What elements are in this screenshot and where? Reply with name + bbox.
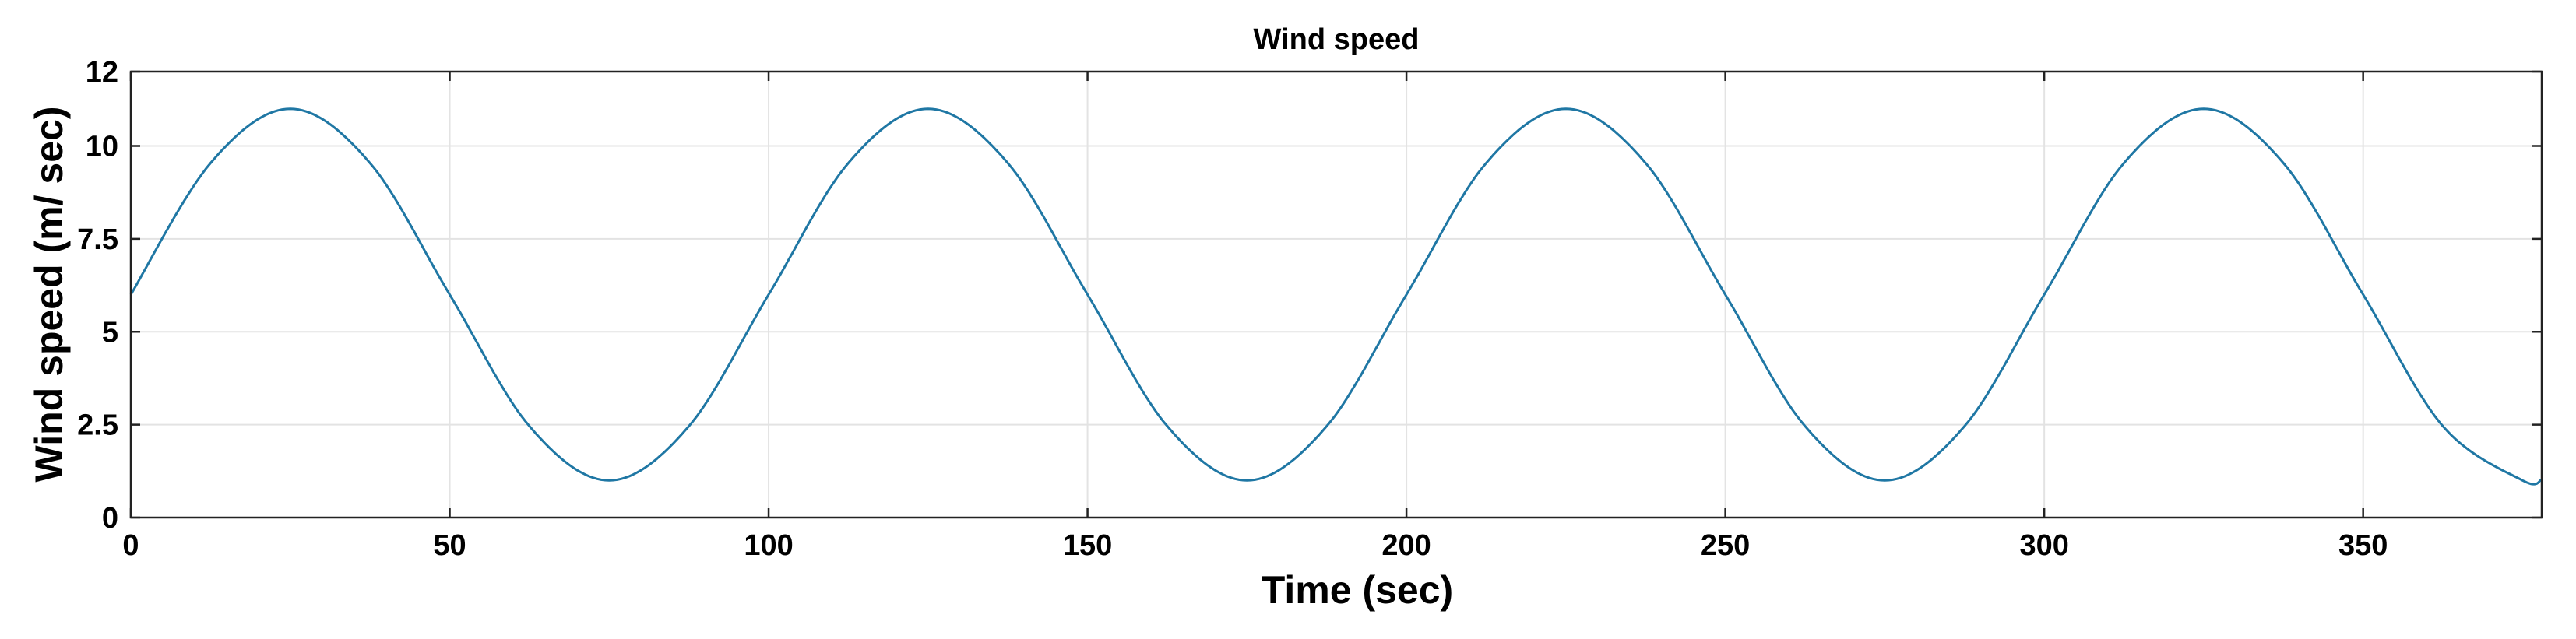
y-tick-label: 7.5 (77, 223, 118, 256)
y-tick-label: 10 (86, 131, 118, 163)
x-tick-label: 300 (2019, 529, 2068, 562)
x-tick-label: 150 (1063, 529, 1112, 562)
ticks: 0 50 100 150 200 250 300 350 0 2.5 5 7.5 10 12 (77, 56, 2542, 562)
y-tick-label: 5 (102, 316, 118, 349)
series-line-wind-speed (129, 107, 2543, 486)
x-tick-label: 350 (2338, 529, 2388, 562)
x-axis-label: Time (sec) (1262, 568, 1453, 612)
x-tick-label: 200 (1381, 529, 1431, 562)
series-layer (129, 107, 2543, 486)
x-tick-label: 0 (122, 529, 139, 562)
x-tick-label: 50 (433, 529, 466, 562)
plot-background (131, 72, 2542, 518)
y-tick-label: 12 (86, 56, 118, 89)
plot-frame (129, 70, 2543, 519)
y-axis-label: Wind speed (m/ sec) (27, 107, 71, 483)
y-tick-label: 2.5 (77, 409, 118, 442)
chart-title: Wind speed (1254, 23, 1420, 56)
x-tick-label: 250 (1701, 529, 1750, 562)
y-tick-label: 0 (102, 502, 118, 535)
x-tick-label: 100 (744, 529, 793, 562)
